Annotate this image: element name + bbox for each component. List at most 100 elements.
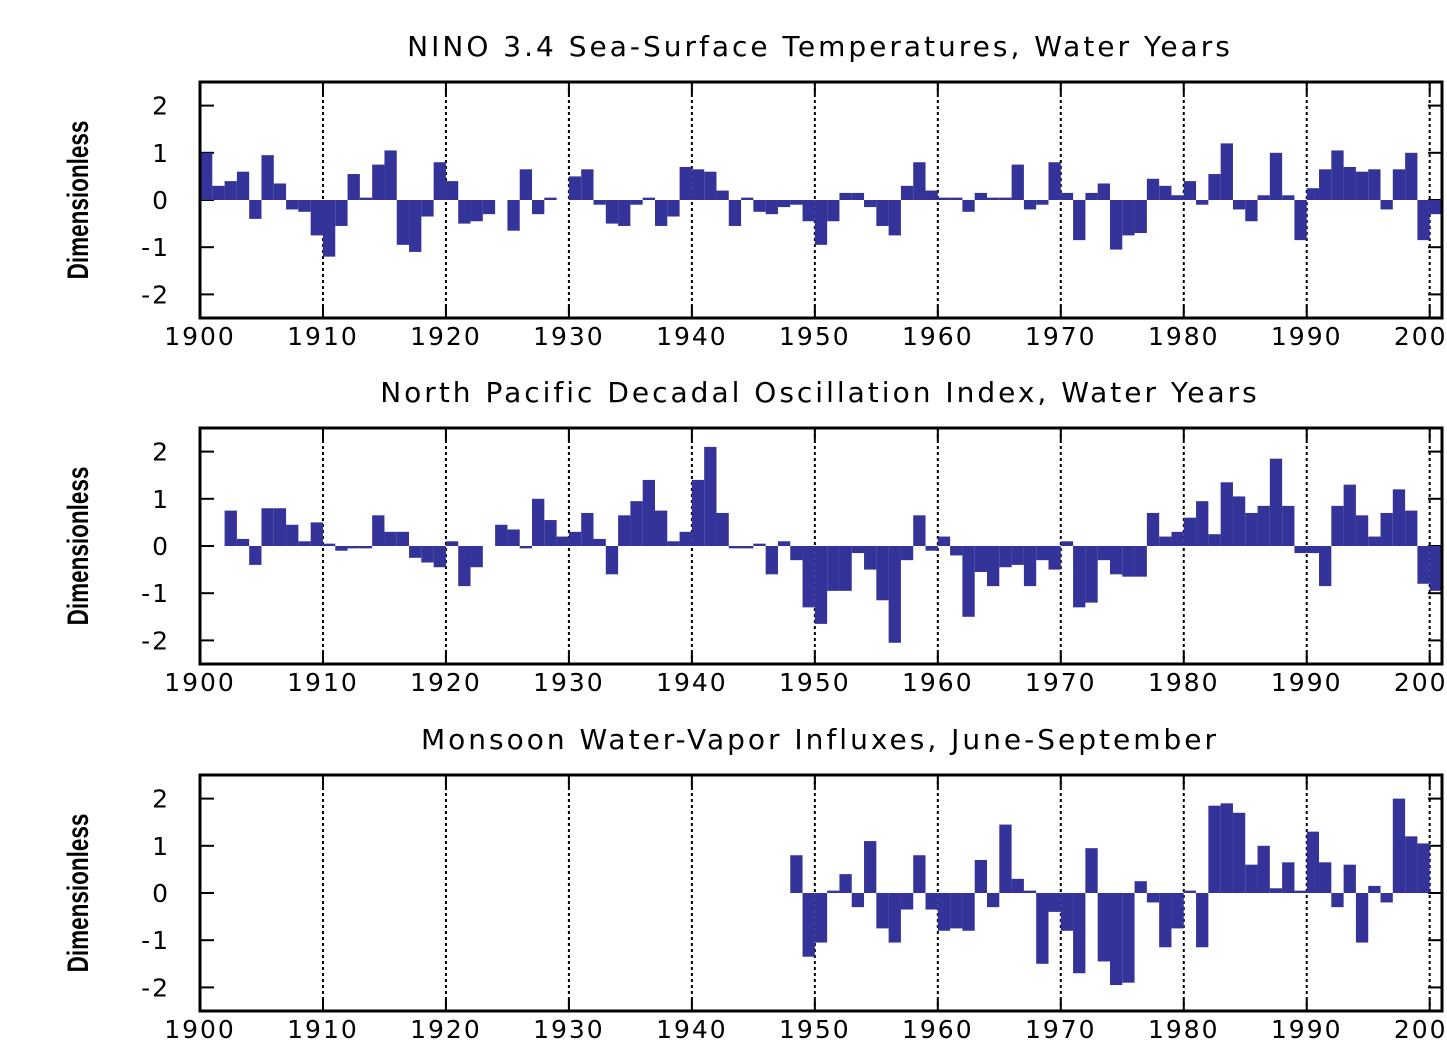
- bar: [1245, 512, 1258, 546]
- bar: [433, 546, 446, 568]
- x-tick-label: 1930: [533, 1015, 605, 1040]
- bar: [273, 508, 287, 546]
- bar: [864, 546, 877, 570]
- bar: [1085, 848, 1098, 893]
- x-tick-label: 1910: [287, 1015, 359, 1040]
- bar: [925, 893, 938, 910]
- bar: [851, 192, 865, 200]
- bar: [1405, 510, 1418, 546]
- bar: [249, 546, 262, 565]
- y-tick-label: -2: [141, 973, 170, 1002]
- bar: [1269, 152, 1283, 200]
- bar: [396, 200, 410, 245]
- bar: [605, 200, 619, 224]
- bar: [1380, 893, 1393, 903]
- bar: [1011, 164, 1024, 200]
- bar: [1073, 200, 1086, 241]
- bar: [1097, 183, 1110, 200]
- bar: [728, 546, 742, 549]
- bar: [1306, 831, 1320, 893]
- bar: [1269, 888, 1283, 893]
- bar: [851, 546, 865, 554]
- bar: [433, 162, 446, 200]
- bar: [1134, 200, 1147, 234]
- bar: [261, 508, 274, 546]
- plot-frame: [198, 426, 1444, 666]
- bar: [458, 546, 471, 587]
- bar: [1405, 836, 1418, 893]
- bar: [741, 197, 754, 200]
- x-tick-label: 1980: [1148, 668, 1220, 697]
- bar: [876, 200, 889, 226]
- bar: [495, 524, 508, 546]
- bar: [876, 893, 889, 929]
- x-tick-label: 1970: [1025, 668, 1097, 697]
- bar: [1146, 512, 1160, 546]
- bar: [470, 546, 483, 568]
- bar: [790, 855, 803, 893]
- bar: [716, 190, 729, 200]
- bar: [814, 546, 828, 624]
- bar: [827, 890, 840, 893]
- x-tick-label: 1970: [1025, 1015, 1097, 1040]
- bar: [802, 546, 815, 608]
- bar: [630, 200, 643, 205]
- bar: [1159, 185, 1172, 200]
- bar: [1429, 200, 1442, 215]
- y-tick-label: 2: [152, 785, 170, 814]
- bar: [1232, 496, 1246, 546]
- bar: [962, 893, 975, 931]
- bar: [581, 169, 594, 200]
- x-tick-label: 1930: [533, 322, 605, 351]
- bar: [925, 190, 938, 200]
- bar: [544, 197, 557, 200]
- plot-frame: [198, 80, 1444, 320]
- bar: [1085, 192, 1098, 200]
- bar: [925, 546, 938, 551]
- bar: [544, 520, 557, 546]
- bar: [507, 529, 520, 546]
- bar: [913, 515, 926, 546]
- x-tick-label: 1950: [779, 668, 851, 697]
- bar: [667, 200, 680, 217]
- bar: [1122, 893, 1135, 983]
- bar: [1208, 174, 1221, 200]
- bar: [900, 546, 914, 561]
- bar: [974, 192, 988, 200]
- bar: [1171, 195, 1184, 200]
- bar: [359, 197, 373, 200]
- bar: [532, 200, 545, 215]
- x-tick-label: 2000: [1394, 322, 1447, 351]
- bar: [987, 893, 1000, 908]
- bar: [1294, 200, 1307, 241]
- bar: [950, 546, 963, 556]
- bar: [372, 515, 385, 546]
- bar: [704, 171, 717, 200]
- bar: [482, 200, 496, 215]
- bar: [445, 541, 459, 546]
- bar: [741, 546, 754, 549]
- bar: [335, 200, 348, 226]
- bar: [1343, 864, 1356, 893]
- bar: [1060, 893, 1074, 931]
- x-tick-label: 1970: [1025, 322, 1097, 351]
- bar: [1319, 546, 1332, 587]
- bar: [827, 200, 840, 222]
- bar: [1417, 200, 1430, 241]
- bar: [1036, 893, 1049, 964]
- bar: [1392, 489, 1406, 546]
- bar: [937, 893, 951, 931]
- bar: [1048, 893, 1061, 912]
- bar: [298, 541, 311, 546]
- y-tick-label: -1: [141, 233, 170, 262]
- bar: [1368, 169, 1381, 200]
- bar: [1183, 181, 1197, 200]
- bar: [814, 893, 828, 943]
- bar: [1269, 458, 1283, 546]
- bar: [322, 200, 336, 257]
- bar: [556, 536, 569, 546]
- bar: [1159, 536, 1172, 546]
- bar: [458, 200, 471, 224]
- bar: [1011, 878, 1024, 893]
